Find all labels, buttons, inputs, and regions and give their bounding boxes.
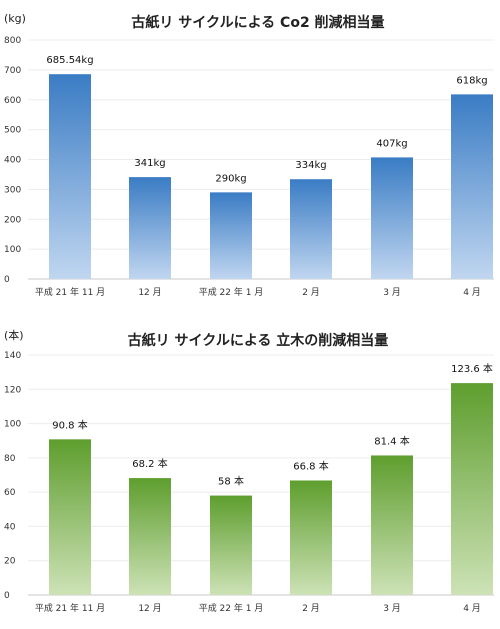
y-tick-label: 200 [4,215,21,225]
x-category-label: 2 月 [302,603,320,614]
x-category-label: 3 月 [383,603,401,614]
y-tick-label: 80 [4,454,16,464]
bar [129,177,171,279]
x-axis-categories: 平成 21 年 11 月 12 月 平成 22 年 1 月 2 月 3 月 4 月 [35,286,481,298]
y-tick-label: 500 [4,126,21,136]
bar-value-label: 341kg [134,158,165,169]
chart-title: 古紙リ サイクルによる Co2 削減相当量 [131,14,384,31]
x-category-label: 平成 22 年 1 月 [199,602,264,614]
bar-value-label: 90.8 本 [52,418,87,431]
tree-reduction-chart: (本) 古紙リ サイクルによる 立木の削減相当量 0 20 40 60 80 100 120… [4,328,494,614]
y-tick-label: 120 [4,385,21,395]
co2-reduction-chart: (kg) 古紙リ サイクルによる Co2 削減相当量 0 100 200 300 400… [4,12,494,298]
bar-value-label: 685.54kg [46,55,93,66]
y-tick-label: 300 [4,185,21,195]
bar-value-label: 334kg [295,160,326,171]
bar [290,179,332,279]
y-axis-ticks: 0 100 200 300 400 500 600 700 800 [4,36,21,285]
x-axis-categories: 平成 21 年 11 月 12 月 平成 22 年 1 月 2 月 3 月 4 月 [35,602,481,614]
x-category-label: 4 月 [463,287,481,298]
y-tick-label: 20 [4,557,16,567]
x-category-label: 平成 21 年 11 月 [35,602,105,614]
y-tick-label: 800 [4,36,21,46]
bar-value-label: 66.8 本 [293,459,328,472]
chart-title: 古紙リ サイクルによる 立木の削減相当量 [128,332,389,349]
y-tick-label: 600 [4,96,21,106]
bars [49,383,493,595]
bar [451,383,493,595]
bar-value-label: 58 本 [218,475,244,488]
y-axis-unit-label: (kg) [4,12,26,25]
bar [290,480,332,595]
y-tick-label: 60 [4,488,16,498]
y-tick-label: 100 [4,420,21,430]
x-category-label: 平成 21 年 11 月 [35,286,105,298]
bar-value-label: 123.6 本 [451,362,493,375]
x-category-label: 12 月 [138,603,161,614]
bar-value-label: 290kg [215,173,246,184]
data-labels: 685.54kg 341kg 290kg 334kg 407kg 618kg [46,55,487,184]
bar [451,94,493,279]
bar-value-label: 81.4 本 [374,434,409,447]
bar-value-label: 68.2 本 [132,457,167,470]
bar [210,495,252,595]
x-category-label: 平成 22 年 1 月 [199,286,264,298]
x-category-label: 4 月 [463,603,481,614]
y-tick-label: 140 [4,351,21,361]
bar [371,455,413,595]
bar [371,157,413,279]
bar-value-label: 618kg [456,75,487,86]
y-tick-label: 700 [4,66,21,76]
y-tick-label: 40 [4,522,16,532]
gridlines [28,39,494,280]
gridlines [28,354,494,596]
bar [129,478,171,595]
x-category-label: 2 月 [302,287,320,298]
bars [49,74,493,280]
y-tick-label: 0 [4,275,10,285]
y-tick-label: 0 [4,591,10,601]
bar [210,192,252,279]
data-labels: 90.8 本 68.2 本 58 本 66.8 本 81.4 本 123.6 本 [52,362,493,487]
x-category-label: 3 月 [383,287,401,298]
bar-value-label: 407kg [376,138,407,149]
bar [49,74,91,280]
x-category-label: 12 月 [138,287,161,298]
y-tick-label: 100 [4,245,21,255]
y-axis-unit-label: (本) [4,328,24,342]
bar [49,439,91,595]
y-axis-ticks: 0 20 40 60 80 100 120 140 [4,351,21,601]
y-tick-label: 400 [4,156,21,166]
